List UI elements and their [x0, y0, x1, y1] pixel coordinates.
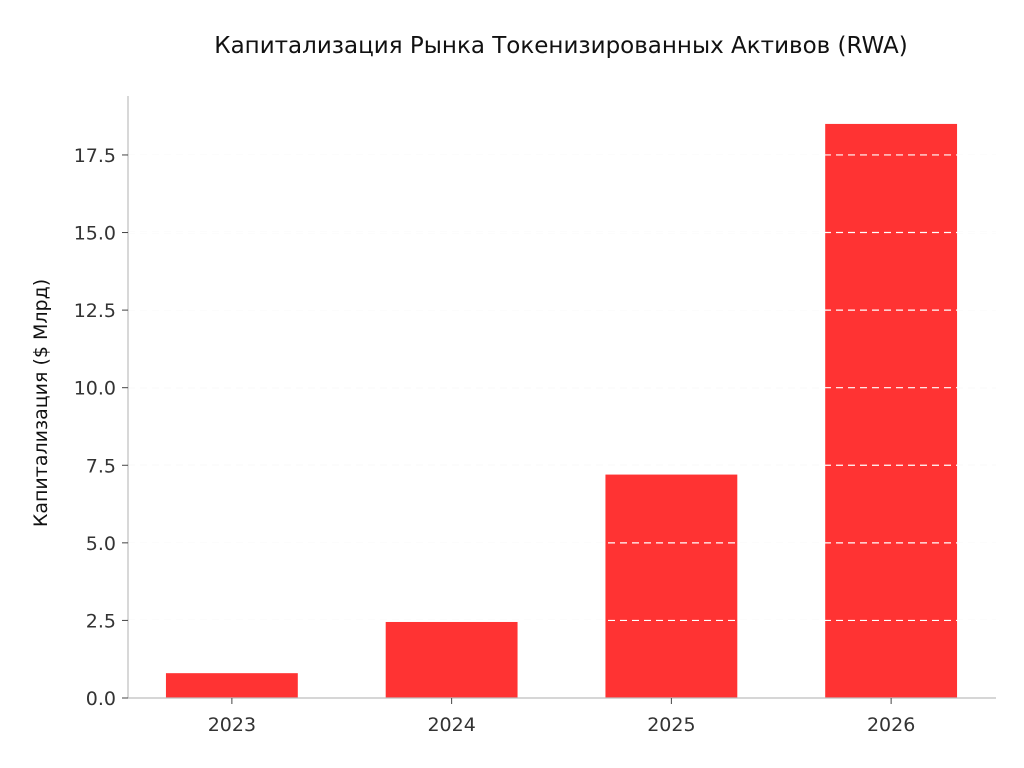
bar [605, 474, 738, 698]
x-tick-label: 2023 [208, 714, 256, 736]
y-axis-label: Капитализация ($ Млрд) [30, 279, 52, 527]
x-tick-label: 2026 [867, 714, 915, 736]
bar [165, 673, 298, 698]
y-tick-label: 12.5 [74, 300, 116, 322]
y-tick-label: 2.5 [86, 610, 116, 632]
axes [127, 96, 996, 699]
x-ticks: 2023 2024 2025 2026 [208, 698, 915, 736]
x-tick-label: 2024 [427, 714, 475, 736]
y-tick-label: 0.0 [86, 688, 116, 710]
y-tick-label: 17.5 [74, 145, 116, 167]
x-tick-label: 2025 [647, 714, 695, 736]
grid-lines-over-bars [128, 154, 996, 622]
bars [165, 123, 958, 698]
bar [385, 621, 518, 698]
bar [825, 123, 958, 698]
y-ticks: 0.0 2.5 5.0 7.5 10.0 12.5 15.0 17.5 [74, 145, 128, 710]
y-tick-label: 7.5 [86, 455, 116, 477]
y-tick-label: 15.0 [74, 223, 116, 245]
y-tick-label: 10.0 [74, 378, 116, 400]
chart-title: Капитализация Рынка Токенизированных Акт… [214, 33, 907, 59]
y-tick-label: 5.0 [86, 533, 116, 555]
